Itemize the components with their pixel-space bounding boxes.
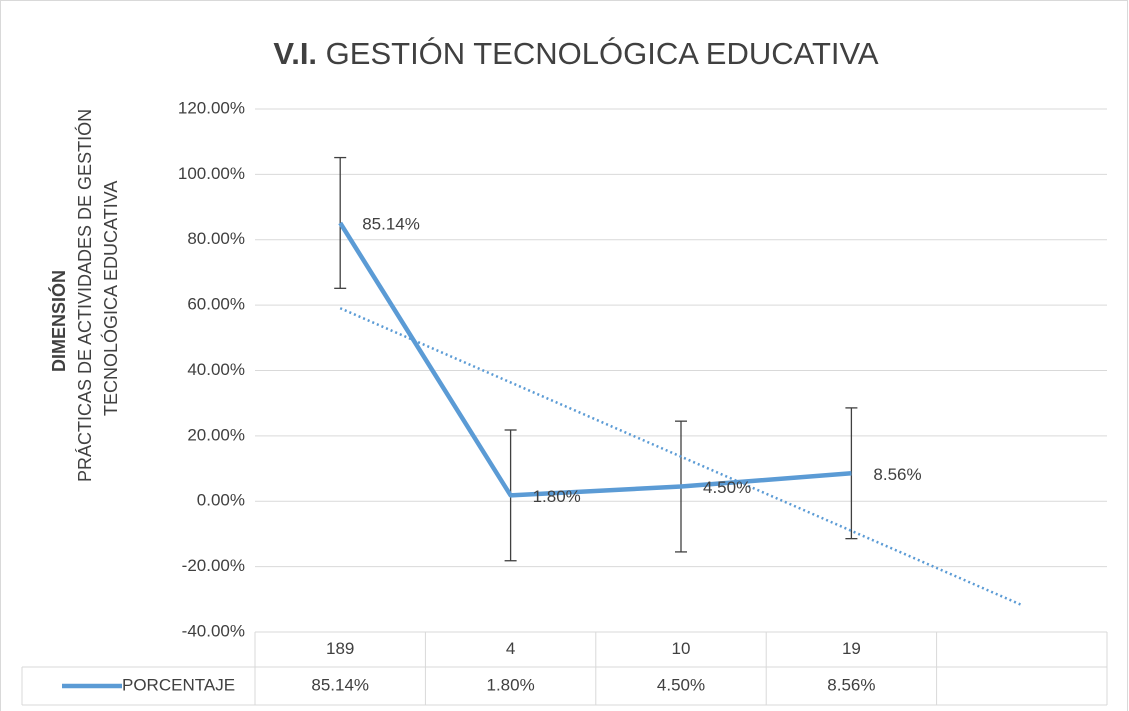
x-tick-label: 19 (842, 639, 861, 658)
y-tick-label: 80.00% (187, 229, 245, 248)
data-label: 4.50% (703, 478, 751, 497)
y-tick-label: 60.00% (187, 295, 245, 314)
legend-label: PORCENTAJE (122, 675, 235, 694)
data-label: 85.14% (362, 214, 420, 233)
table-value: 85.14% (311, 675, 369, 694)
y-title-line: PRÁCTICAS DE ACTIVIDADES DE GESTIÓN (74, 109, 95, 482)
y-tick-label: 120.00% (178, 98, 245, 117)
data-label: 1.80% (533, 487, 581, 506)
x-tick-label: 10 (672, 639, 691, 658)
x-tick-label: 189 (326, 639, 354, 658)
y-title-line: TECNOLÓGICA EDUCATIVA (100, 181, 121, 416)
y-tick-label: 20.00% (187, 425, 245, 444)
data-label: 8.56% (873, 465, 921, 484)
y-title-bold: DIMENSIÓN (48, 270, 69, 372)
title-text: GESTIÓN TECNOLÓGICA EDUCATIVA (326, 36, 879, 71)
y-tick-label: -20.00% (182, 556, 245, 575)
trendline (339, 307, 1023, 607)
x-tick-label: 4 (506, 639, 515, 658)
y-axis-title: DIMENSIÓN PRÁCTICAS DE ACTIVIDADES DE GE… (48, 109, 121, 482)
y-tick-label: -40.00% (182, 621, 245, 640)
title-prefix: V.I. (273, 36, 317, 71)
table-value: 8.56% (827, 675, 875, 694)
y-tick-label: 0.00% (197, 491, 245, 510)
chart-title: V.I. GESTIÓN TECNOLÓGICA EDUCATIVA (273, 36, 879, 71)
table-value: 4.50% (657, 675, 705, 694)
y-tick-label: 40.00% (187, 360, 245, 379)
series-line (338, 221, 852, 498)
table-value: 1.80% (486, 675, 534, 694)
y-tick-label: 100.00% (178, 164, 245, 183)
